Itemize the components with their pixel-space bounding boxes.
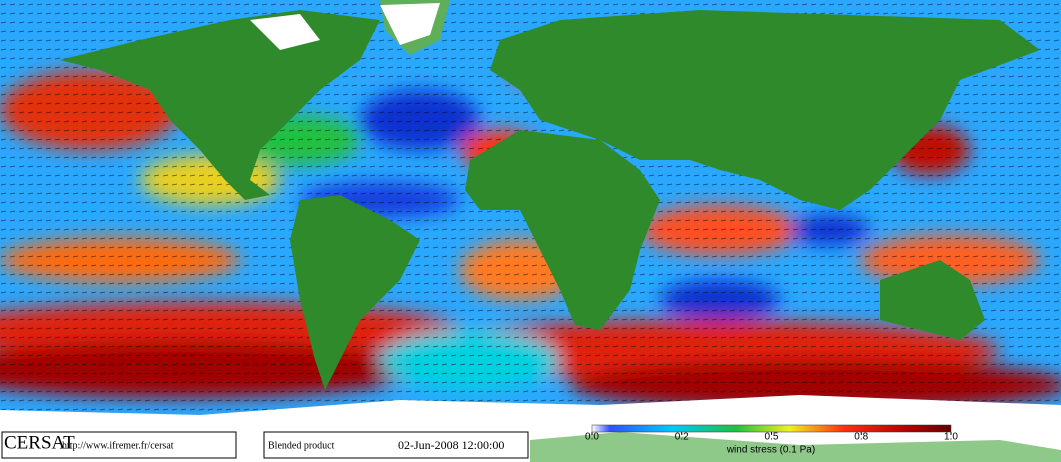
colorbar-tick-label: 0.0: [585, 432, 599, 443]
product-box: [263, 431, 529, 459]
colorbar-tick-label: 0.2: [675, 432, 689, 443]
product: Blended product: [268, 440, 335, 451]
url: http://www.ifremer.fr/cersat: [62, 440, 174, 451]
colorbar-label: wind stress (0.1 Pa): [726, 445, 815, 456]
date: 02-Jun-2008 12:00:00: [398, 438, 504, 452]
colorbar-tick-label: 1.0: [944, 432, 958, 443]
logo: CERSAT: [4, 432, 75, 453]
logo-box: [1, 431, 237, 459]
antarctica-footer: [530, 432, 1061, 462]
colorbar-tick-label: 0.8: [854, 432, 868, 443]
antarctica: [0, 395, 1061, 425]
colorbar-tick-label: 0.5: [765, 432, 779, 443]
ice: [250, 3, 440, 50]
